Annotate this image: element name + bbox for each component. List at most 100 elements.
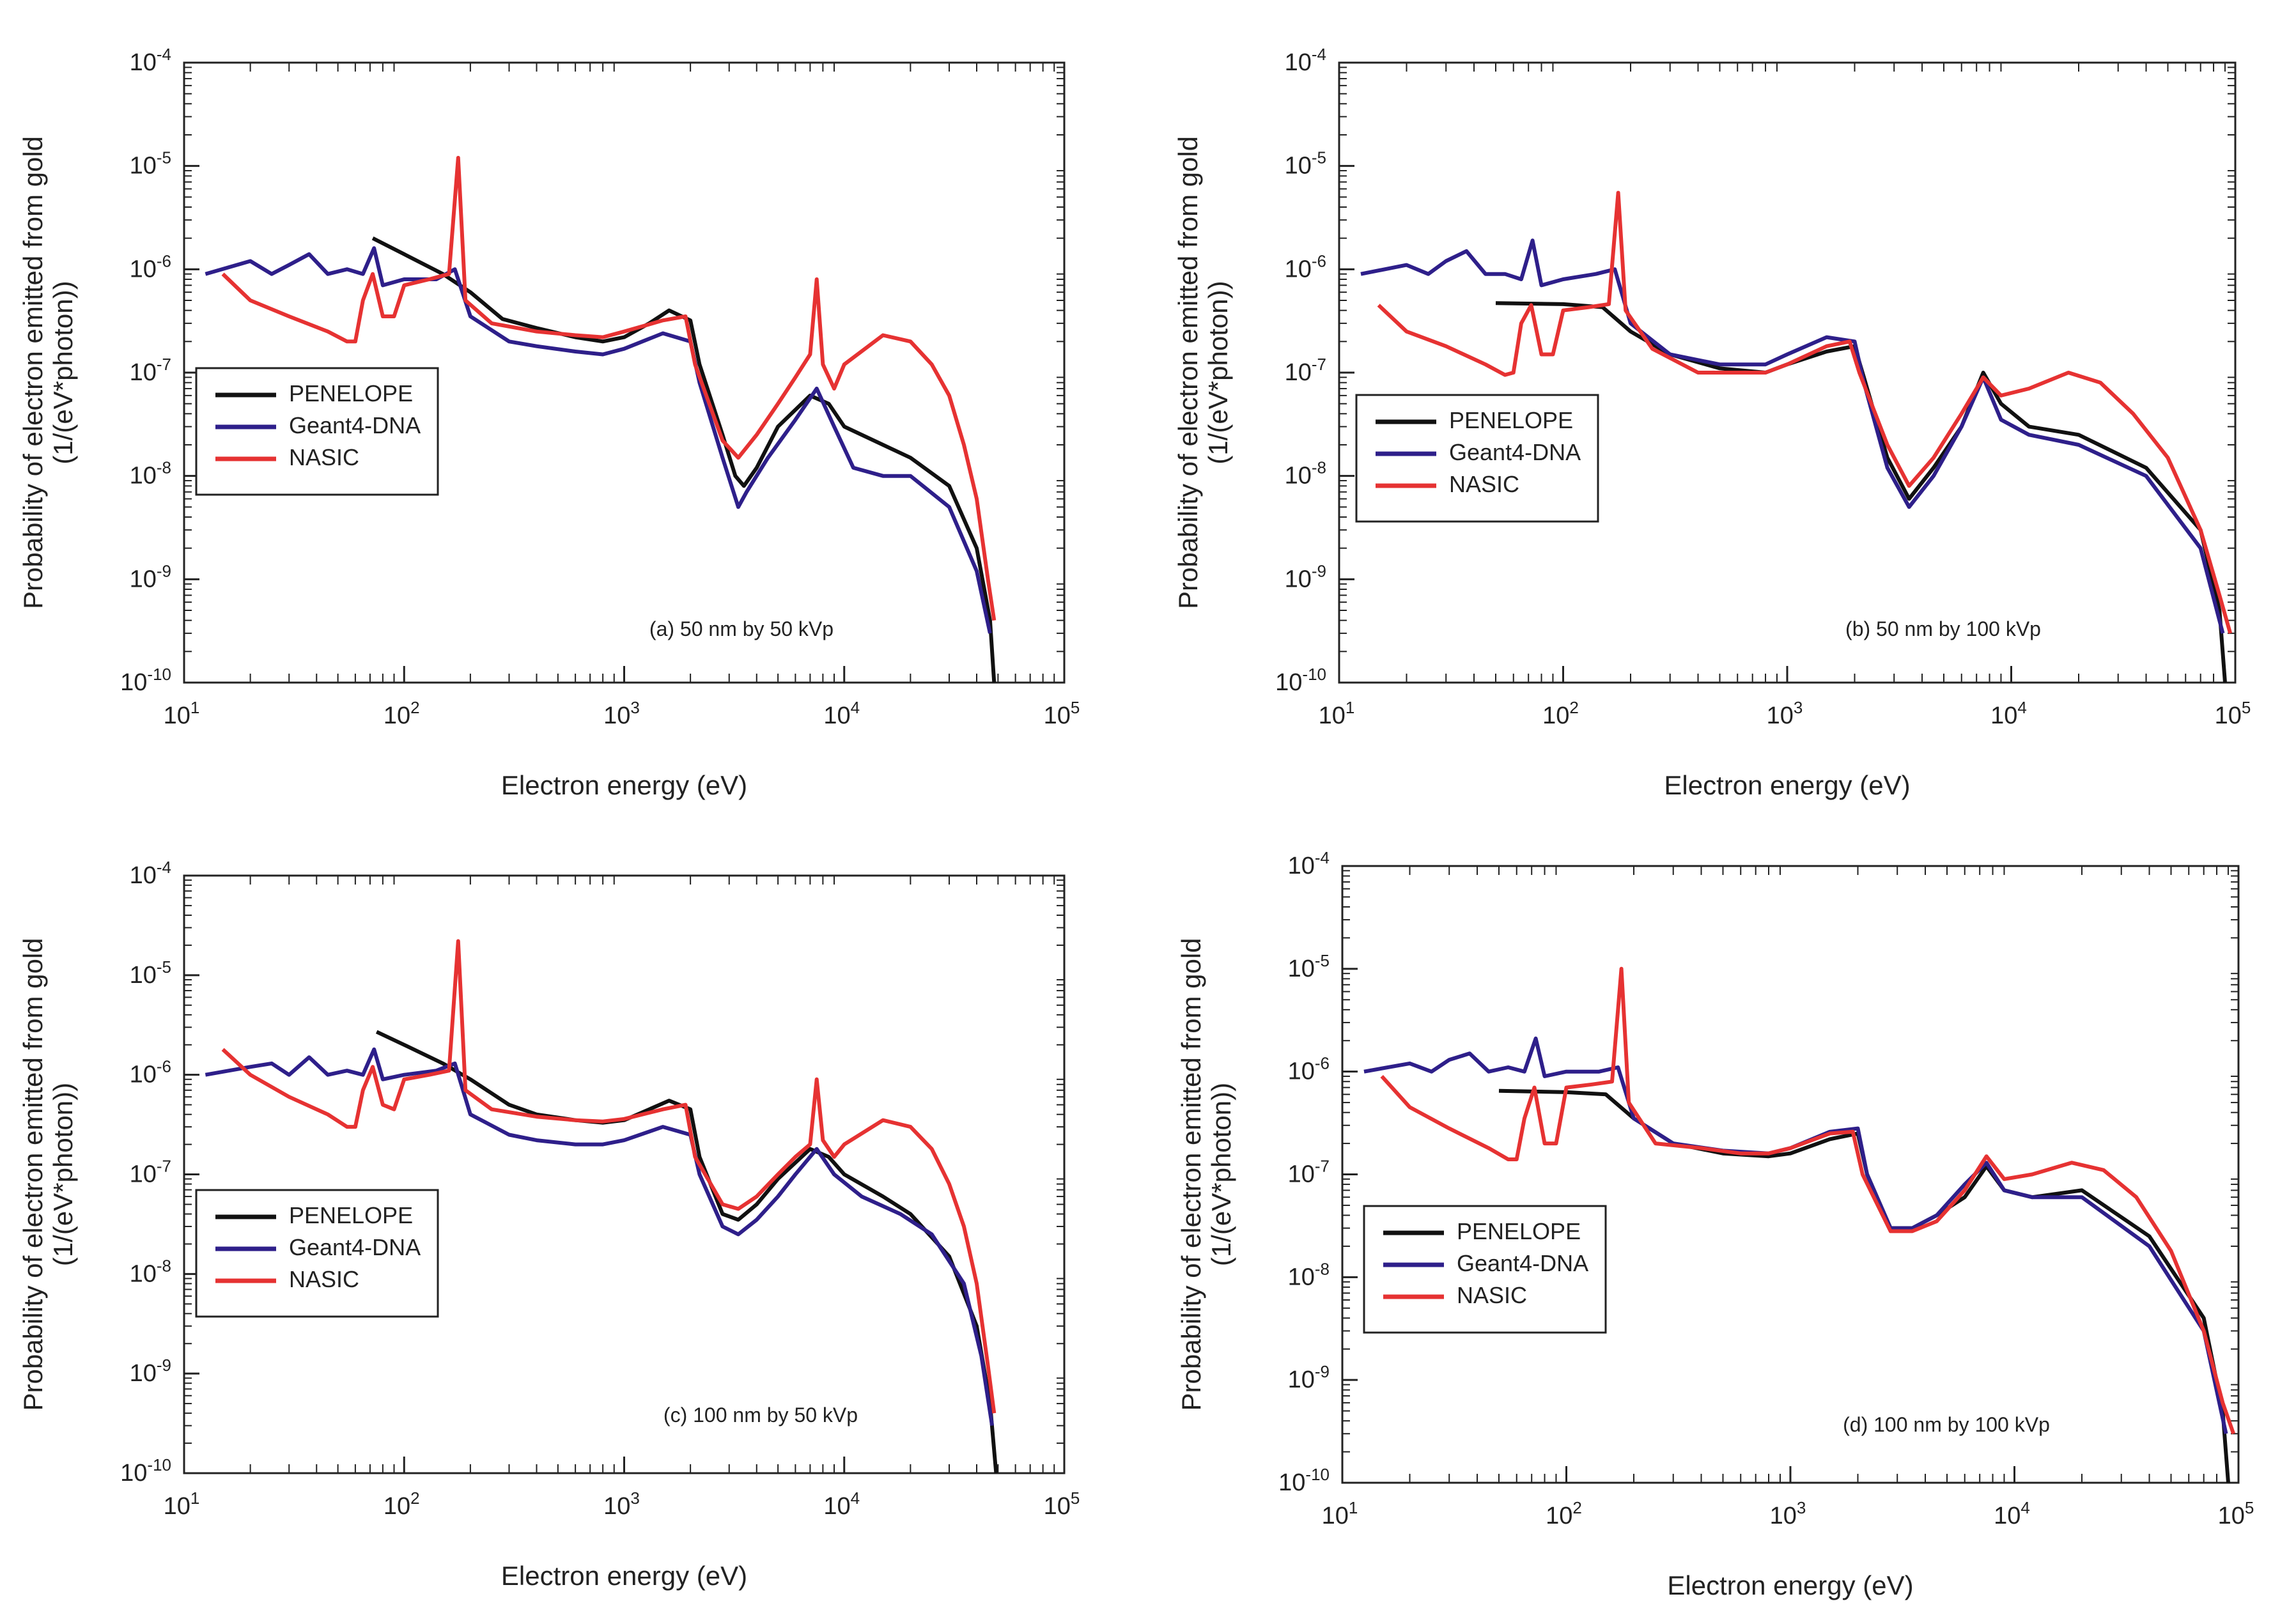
x-tick-label: 101 — [164, 1489, 200, 1520]
y-tick-label: 10-9 — [130, 1356, 171, 1387]
x-tick-label: 101 — [1322, 1498, 1358, 1529]
legend-label: PENELOPE — [289, 1202, 413, 1228]
legend-label: NASIC — [289, 1266, 359, 1292]
y-tick-label: 10-8 — [1288, 1259, 1330, 1290]
x-tick-label: 103 — [603, 698, 640, 729]
y-axis-title-line-2: (1/(eV*photon)) — [48, 281, 78, 464]
panel-annotation: (b) 50 nm by 100 kVp — [1845, 617, 2041, 640]
y-tick-label: 10-4 — [130, 858, 171, 889]
x-tick-label: 105 — [2215, 698, 2251, 729]
y-tick-label: 10-10 — [120, 1455, 171, 1487]
y-tick-label: 10-6 — [1285, 251, 1326, 282]
legend-label: PENELOPE — [1457, 1218, 1581, 1244]
y-tick-label: 10-8 — [1285, 458, 1326, 490]
plot-frame — [183, 874, 1066, 1474]
legend-box — [195, 367, 439, 496]
x-tick-label: 101 — [1319, 698, 1355, 729]
y-axis-title-line-1: Probability of electron emitted from gol… — [1173, 136, 1203, 609]
x-tick-label: 105 — [1044, 698, 1080, 729]
y-tick-label: 10-8 — [130, 458, 171, 490]
x-tick-label: 103 — [1767, 698, 1803, 729]
legend-label: NASIC — [1449, 471, 1519, 497]
legend-label: NASIC — [1457, 1282, 1527, 1308]
panel-annotation: (c) 100 nm by 50 kVp — [663, 1404, 858, 1427]
y-tick-label: 10-5 — [130, 148, 171, 180]
y-tick-label: 10-4 — [1288, 848, 1330, 879]
chart-panel-2: 101 102 103 104 105 10-10 10-9 10-8 10-7 10-6 10-5… — [1173, 45, 2251, 800]
x-axis-title: Electron energy (eV) — [501, 770, 747, 800]
y-tick-label: 10-8 — [130, 1256, 171, 1287]
y-tick-label: 10-10 — [120, 665, 171, 696]
x-tick-label: 103 — [603, 1489, 640, 1520]
y-tick-label: 10-9 — [130, 561, 171, 592]
legend-label: PENELOPE — [289, 380, 413, 406]
series-line-nasic — [1380, 966, 2236, 1435]
y-tick-label: 10-6 — [130, 251, 171, 282]
y-tick-label: 10-7 — [1285, 355, 1326, 386]
x-axis-title: Electron energy (eV) — [1667, 1570, 1913, 1600]
legend-label: PENELOPE — [1449, 407, 1573, 433]
x-tick-label: 102 — [1542, 698, 1579, 729]
x-tick-label: 104 — [823, 1489, 860, 1520]
legend: PENELOPE Geant4-DNA NASIC — [1363, 1205, 1607, 1334]
plot-frame — [1341, 865, 2240, 1484]
x-tick-label: 102 — [384, 698, 420, 729]
legend: PENELOPE Geant4-DNA NASIC — [195, 367, 439, 496]
y-tick-label: 10-6 — [130, 1057, 171, 1088]
series-line-geant4-dna — [205, 1047, 995, 1427]
y-tick-label: 10-7 — [1288, 1157, 1330, 1188]
y-tick-label: 10-7 — [130, 355, 171, 386]
x-axis-title: Electron energy (eV) — [1664, 770, 1910, 800]
legend-label: NASIC — [289, 444, 359, 470]
series-line-nasic — [221, 155, 997, 621]
panel-annotation: (d) 100 nm by 100 kVp — [1843, 1413, 2050, 1436]
y-axis-title-line-1: Probability of electron emitted from gol… — [18, 938, 48, 1411]
y-axis-title-line-2: (1/(eV*photon)) — [1206, 1083, 1236, 1266]
x-tick-label: 104 — [1990, 698, 2027, 729]
legend-label: Geant4-DNA — [289, 1234, 421, 1260]
y-axis-title-line-1: Probability of electron emitted from gol… — [18, 136, 48, 609]
y-axis-title-line-2: (1/(eV*photon)) — [48, 1083, 78, 1266]
x-axis-title: Electron energy (eV) — [501, 1561, 747, 1591]
x-tick-label: 105 — [1044, 1489, 1080, 1520]
y-tick-label: 10-5 — [1285, 148, 1326, 180]
y-tick-label: 10-10 — [1275, 665, 1326, 696]
x-tick-label: 102 — [1546, 1498, 1582, 1529]
series-line-geant4-dna — [205, 246, 992, 634]
y-axis-title-line-1: Probability of electron emitted from gol… — [1176, 938, 1206, 1411]
y-tick-label: 10-9 — [1285, 561, 1326, 592]
plot-frame — [1338, 61, 2237, 684]
series-line-geant4-dna — [1360, 238, 2225, 634]
y-axis-title-line-2: (1/(eV*photon)) — [1203, 281, 1233, 464]
y-tick-label: 10-5 — [130, 957, 171, 989]
chart-panel-1: 101 102 103 104 105 10-10 10-9 10-8 10-7 10-6 10-5… — [18, 45, 1080, 800]
series-line-penelope — [371, 236, 997, 683]
chart-panel-4: 101 102 103 104 105 10-10 10-9 10-8 10-7 10-6 10-5… — [1176, 848, 2254, 1600]
series-line-nasic — [1377, 190, 2233, 634]
x-tick-label: 104 — [1994, 1498, 2030, 1529]
y-tick-label: 10-6 — [1288, 1054, 1330, 1085]
legend-box — [1355, 394, 1599, 523]
y-tick-label: 10-5 — [1288, 951, 1330, 982]
series-line-penelope — [1495, 301, 2227, 683]
y-tick-label: 10-4 — [1285, 45, 1326, 76]
series-line-nasic — [221, 939, 997, 1414]
legend-label: Geant4-DNA — [1449, 439, 1581, 465]
chart-panel-3: 101 102 103 104 105 10-10 10-9 10-8 10-7 10-6 10-5… — [18, 858, 1080, 1591]
legend-box — [195, 1189, 439, 1318]
legend: PENELOPE Geant4-DNA NASIC — [1355, 394, 1599, 523]
legend-label: Geant4-DNA — [1457, 1250, 1588, 1276]
x-tick-label: 105 — [2218, 1498, 2254, 1529]
y-tick-label: 10-7 — [130, 1157, 171, 1188]
y-tick-label: 10-9 — [1288, 1362, 1330, 1393]
panel-annotation: (a) 50 nm by 50 kVp — [649, 617, 834, 640]
y-tick-label: 10-10 — [1278, 1465, 1330, 1496]
legend-box — [1363, 1205, 1607, 1334]
legend-label: Geant4-DNA — [289, 412, 421, 438]
y-tick-label: 10-4 — [130, 45, 171, 76]
x-tick-label: 101 — [164, 698, 200, 729]
x-tick-label: 102 — [384, 1489, 420, 1520]
x-tick-label: 104 — [823, 698, 860, 729]
legend: PENELOPE Geant4-DNA NASIC — [195, 1189, 439, 1318]
